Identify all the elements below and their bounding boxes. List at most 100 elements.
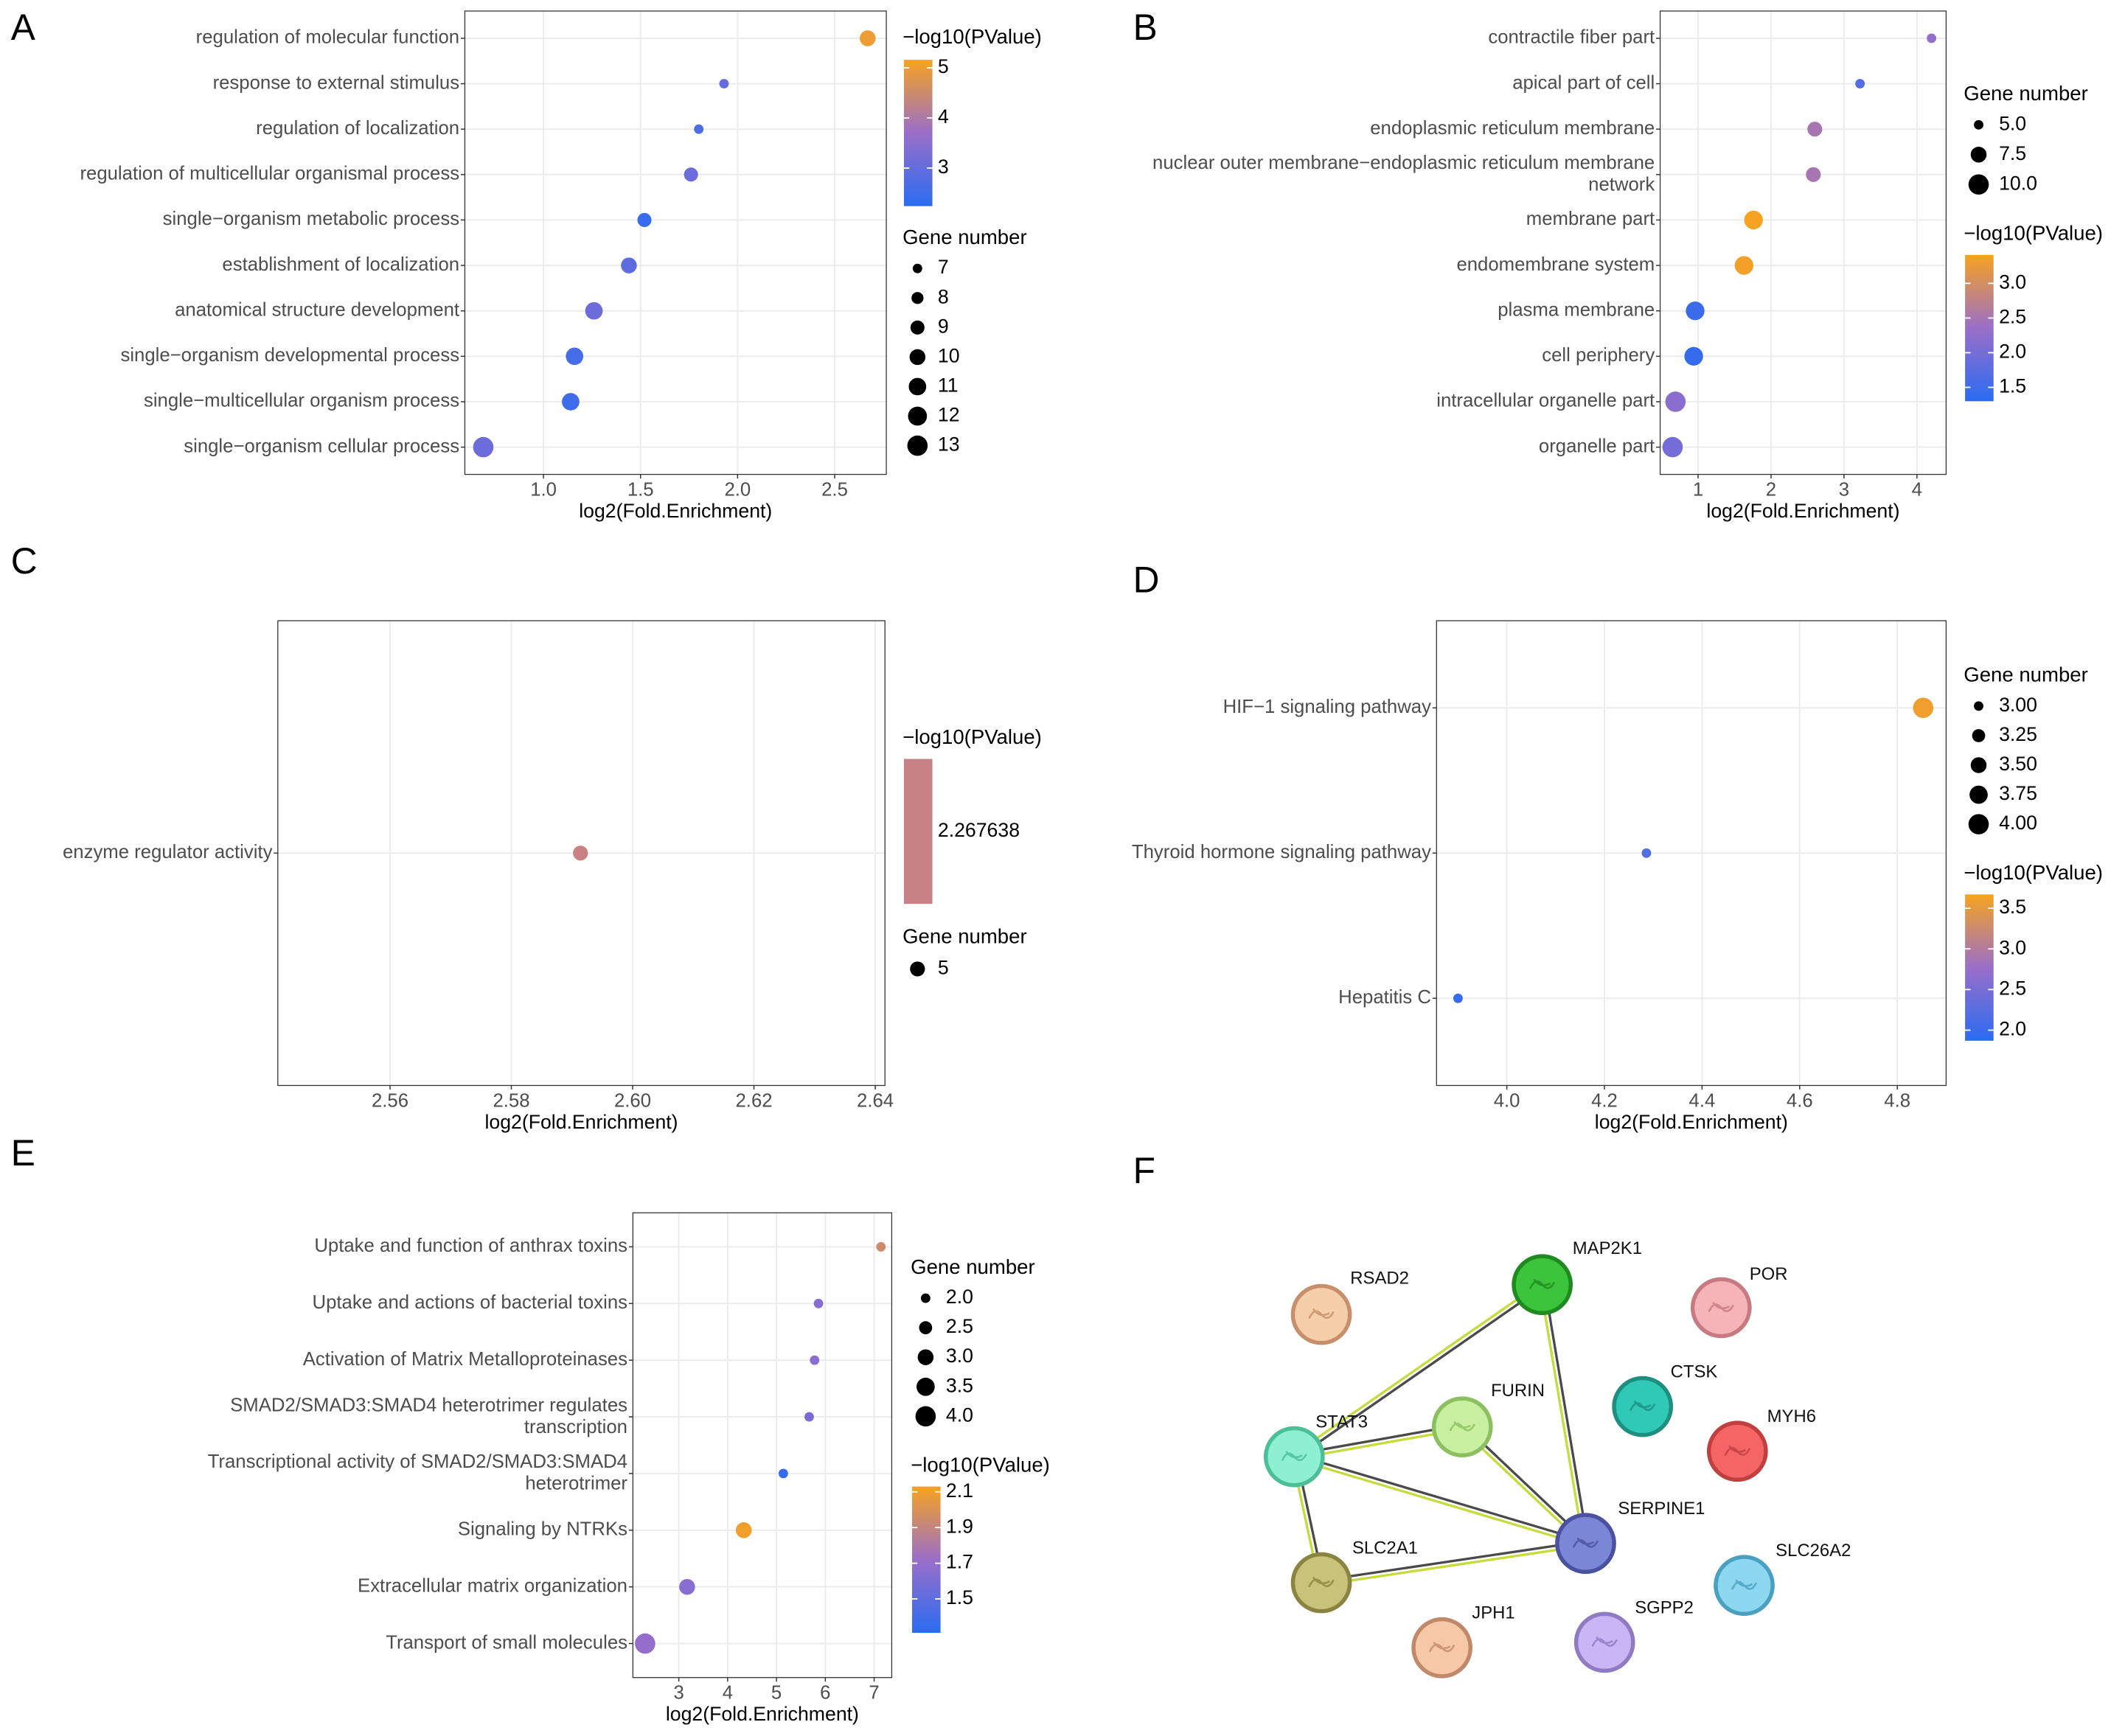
size-legend-key: [1969, 785, 1988, 804]
node-label: STAT3: [1315, 1412, 1368, 1432]
x-tick-label: 1.5: [627, 479, 654, 500]
colorbar-label: 3.5: [1999, 896, 2026, 918]
y-tick-label: Activation of Matrix Metalloproteinases: [303, 1349, 627, 1370]
size-legend-key: [919, 1321, 933, 1334]
point: [719, 79, 729, 88]
plot-border: [1436, 620, 1947, 1087]
size-legend-key: [917, 1349, 934, 1365]
size-legend-label: 7.5: [1999, 142, 2026, 164]
y-tick-label: Hepatitis C: [1338, 987, 1431, 1008]
size-legend-key: [1972, 729, 1986, 742]
node-structure: [1281, 1450, 1307, 1462]
size-legend-title: Gene number: [1964, 82, 2088, 105]
size-legend-key: [916, 1377, 935, 1396]
size-legend-key: [915, 1406, 936, 1427]
point: [804, 1412, 814, 1422]
size-legend-key: [908, 406, 928, 426]
y-tick-label: membrane part: [1526, 209, 1655, 229]
x-tick-label: 3: [1839, 479, 1849, 500]
colorbar-label: 1.9: [946, 1515, 973, 1537]
node-structure: [1708, 1301, 1734, 1312]
y-tick-label: Transcriptional activity of SMAD2/SMAD3:…: [208, 1451, 628, 1493]
panel-letter: C: [11, 540, 38, 582]
node-label: MYH6: [1767, 1406, 1816, 1426]
node-label: SERPINE1: [1618, 1499, 1705, 1519]
node-structure: [1308, 1308, 1335, 1320]
x-tick-label: 6: [820, 1683, 830, 1704]
colorbar-label: 1.5: [1999, 375, 2026, 397]
point: [635, 1633, 655, 1654]
size-legend-label: 11: [938, 374, 959, 397]
node-label: FURIN: [1491, 1381, 1545, 1401]
size-legend-key: [920, 1293, 931, 1303]
y-tick-label: establishment of localization: [222, 254, 459, 275]
color-legend-title: −log10(PValue): [902, 725, 1042, 748]
plot-panel: [1660, 10, 1947, 475]
point: [860, 30, 876, 46]
colorbar: [911, 1486, 941, 1634]
x-tick-label: 3: [673, 1683, 684, 1704]
node-label: RSAD2: [1350, 1269, 1409, 1289]
node-label: JPH1: [1472, 1603, 1514, 1623]
x-tick-label: 5: [771, 1683, 782, 1704]
size-legend-label: 4.00: [1999, 812, 2037, 834]
node-label: MAP2K1: [1573, 1238, 1642, 1258]
colorbar-label: 1.7: [946, 1551, 973, 1573]
colorbar-label: 3.0: [1999, 936, 2026, 958]
edge: [1539, 1284, 1585, 1544]
point: [1913, 697, 1934, 719]
point: [1686, 301, 1705, 321]
point: [694, 124, 704, 134]
size-legend-label: 10: [938, 344, 960, 366]
x-tick-label: 2.64: [857, 1090, 894, 1111]
point: [573, 846, 588, 861]
size-legend-label: 8: [938, 285, 949, 307]
node-structure: [1572, 1537, 1599, 1548]
colorbar: [1965, 894, 1994, 1041]
colorbar: [1965, 254, 1994, 402]
x-axis-title: log2(Fold.Enrichment): [579, 500, 772, 522]
y-tick-label: response to external stimulus: [213, 72, 460, 93]
color-legend-title: −log10(PValue): [911, 1453, 1050, 1476]
point: [810, 1355, 820, 1365]
node-structure: [1731, 1579, 1758, 1590]
size-legend-title: Gene number: [902, 226, 1027, 248]
x-axis-title: log2(Fold.Enrichment): [484, 1111, 678, 1133]
size-legend-title: Gene number: [911, 1255, 1035, 1278]
edge: [1294, 1453, 1587, 1543]
y-tick-label: single−organism cellular process: [184, 436, 459, 456]
size-legend-label: 13: [938, 433, 960, 456]
y-tick-label: apical part of cell: [1512, 72, 1655, 93]
node-label: POR: [1750, 1264, 1788, 1284]
plot-panel: [465, 10, 887, 475]
point: [735, 1522, 752, 1538]
y-tick-label: enzyme regulator activity: [63, 842, 273, 862]
size-legend-label: 12: [938, 404, 960, 426]
y-tick-label: Transport of small molecules: [386, 1632, 627, 1653]
x-tick-label: 2.62: [736, 1090, 773, 1111]
plot-border: [464, 10, 887, 475]
y-tick-label: single−organism metabolic process: [163, 209, 459, 229]
plot-border: [632, 1212, 893, 1679]
x-tick-label: 2.58: [493, 1090, 529, 1111]
edge: [1321, 1540, 1586, 1582]
point: [1807, 122, 1823, 137]
y-tick-label: nuclear outer membrane−endoplasmic retic…: [1152, 153, 1655, 195]
x-tick-label: 4.8: [1884, 1090, 1910, 1111]
point: [813, 1298, 824, 1308]
y-tick-label: regulation of molecular function: [196, 27, 459, 48]
y-tick-label: HIF−1 signaling pathway: [1223, 697, 1431, 717]
point: [1641, 848, 1652, 858]
size-legend-label: 3.0: [946, 1345, 973, 1367]
size-legend-label: 3.50: [1999, 753, 2037, 775]
panel-letter: E: [11, 1132, 35, 1174]
x-tick-label: 2.56: [372, 1090, 408, 1111]
y-tick-label: SMAD2/SMAD3:SMAD4 heterotrimer regulates…: [230, 1395, 627, 1437]
point: [1684, 346, 1703, 366]
point: [473, 436, 494, 458]
x-tick-label: 2.60: [614, 1090, 651, 1111]
node-label: CTSK: [1671, 1362, 1718, 1381]
size-legend-key: [1968, 814, 1989, 834]
color-legend-title: −log10(PValue): [902, 25, 1042, 48]
size-legend-title: Gene number: [1964, 663, 2088, 686]
